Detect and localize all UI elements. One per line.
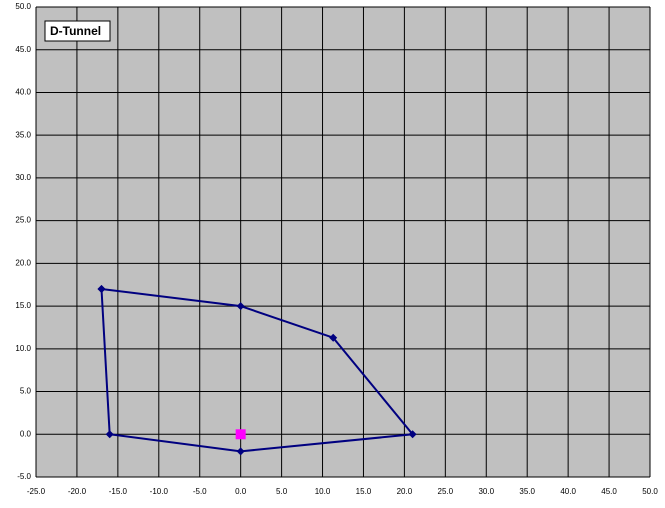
- y-tick-label: 45.0: [15, 45, 31, 54]
- x-tick-label: -20.0: [68, 487, 87, 496]
- marks: [97, 285, 417, 456]
- x-tick-label: -5.0: [193, 487, 207, 496]
- x-tick-label: -10.0: [150, 487, 169, 496]
- y-tick-label: 30.0: [15, 173, 31, 182]
- y-tick-label: 10.0: [15, 344, 31, 353]
- title-box: [44, 20, 111, 42]
- point-marker: [236, 447, 245, 456]
- y-tick-label: 20.0: [15, 258, 31, 267]
- point-marker: [105, 430, 114, 439]
- x-tick-label: 40.0: [560, 487, 576, 496]
- x-tick-label: 30.0: [478, 487, 494, 496]
- point-marker: [97, 285, 106, 293]
- point-marker: [235, 429, 246, 440]
- y-tick-label: 40.0: [15, 88, 31, 97]
- x-tick-label: 0.0: [235, 487, 247, 496]
- x-tick-label: -15.0: [109, 487, 128, 496]
- y-tick-label: 25.0: [15, 216, 31, 225]
- y-tick-label: -5.0: [17, 472, 31, 481]
- x-tick-label: 50.0: [642, 487, 658, 496]
- y-tick-label: 0.0: [20, 429, 32, 438]
- point-marker: [408, 430, 417, 439]
- point-marker: [329, 333, 338, 342]
- x-tick-label: 20.0: [397, 487, 413, 496]
- y-tick-label: 15.0: [15, 301, 31, 310]
- x-tick-label: 35.0: [519, 487, 535, 496]
- grid: -25.0 -20.0 -15.0 -10.0 -5.0 0.0 5.0 10.0 15.0 20…: [15, 2, 658, 496]
- x-tick-label: -25.0: [27, 487, 46, 496]
- plot-area: [36, 7, 650, 477]
- x-tick-label: 10.0: [315, 487, 331, 496]
- y-tick-label: 5.0: [20, 387, 32, 396]
- y-tick-label: 35.0: [15, 130, 31, 139]
- point-marker: [236, 302, 245, 311]
- chart-title: D-Tunnel: [50, 24, 101, 38]
- x-tick-label: 5.0: [276, 487, 288, 496]
- x-tick-label: 45.0: [601, 487, 617, 496]
- x-tick-label: 15.0: [356, 487, 372, 496]
- y-tick-label: 50.0: [15, 2, 31, 11]
- x-tick-label: 25.0: [438, 487, 454, 496]
